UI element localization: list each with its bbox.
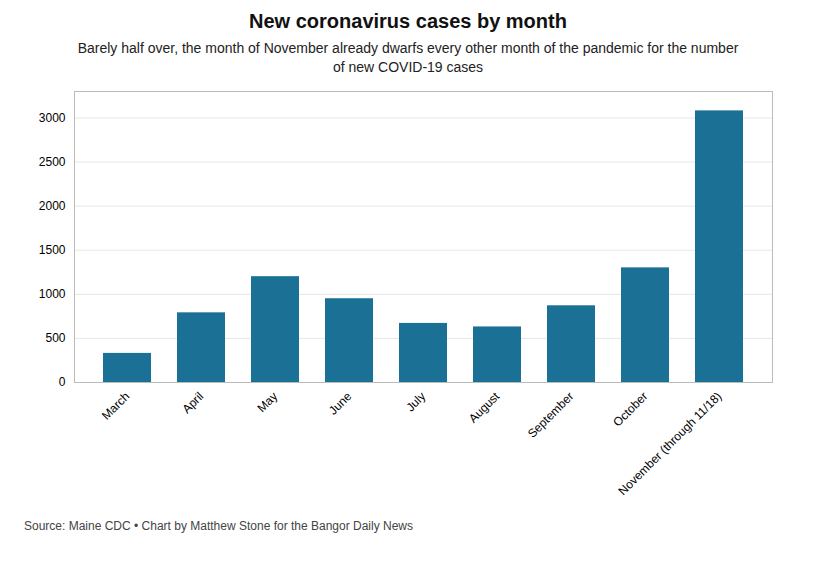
- svg-text:November (through 11/18): November (through 11/18): [616, 389, 725, 498]
- svg-text:June: June: [326, 389, 355, 418]
- svg-text:April: April: [179, 389, 206, 416]
- svg-text:2000: 2000: [39, 199, 66, 213]
- html-text:New coronavirus cases by month: New coronavirus cases by month: [249, 10, 567, 32]
- svg-text:May: May: [254, 389, 280, 415]
- svg-text:July: July: [403, 389, 428, 414]
- svg-text:August: August: [466, 389, 503, 426]
- svg-text:500: 500: [45, 331, 65, 345]
- svg-text:October: October: [610, 389, 650, 429]
- svg-text:1000: 1000: [39, 287, 66, 301]
- svg-text:3000: 3000: [39, 111, 66, 125]
- svg-text:September: September: [525, 389, 576, 440]
- svg-text:March: March: [99, 389, 132, 422]
- svg-text:0: 0: [59, 375, 66, 389]
- svg-text:1500: 1500: [39, 243, 66, 257]
- html-text:Source: Maine CDC • Chart by M: Source: Maine CDC • Chart by Matthew Sto…: [24, 518, 413, 533]
- html-text:Barely half over, the month of: Barely half over, the month of November …: [77, 40, 739, 75]
- svg-text:2500: 2500: [39, 155, 66, 169]
